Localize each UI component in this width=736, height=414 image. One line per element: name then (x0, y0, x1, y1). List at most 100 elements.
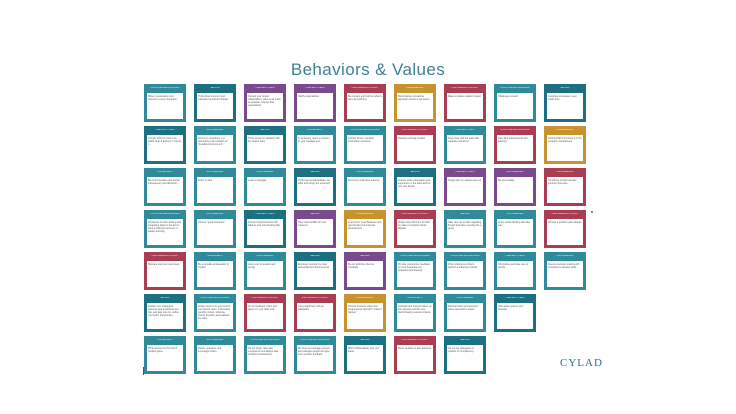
value-card: Curiosity and Resourcefulness Participate… (144, 210, 186, 248)
card-category: Commitment to Value (497, 255, 533, 259)
card-category: Drive Ownership & Continuity (397, 339, 433, 343)
card-text: Clarify expectations (297, 93, 333, 119)
card-text: Grow your innovation and energy (247, 261, 283, 287)
value-card: Commitment to Value Forget give up, alway… (444, 168, 486, 206)
card-category: Curiosity and Resourcefulness (447, 255, 483, 259)
card-category: Curiosity and Resourcefulness (347, 129, 383, 133)
card-text: Choose business value and interpersonal … (347, 303, 383, 329)
value-card: Curiosity and Resourcefulness Do not forg… (244, 336, 286, 374)
card-category: Personal Safety (197, 255, 233, 259)
value-card: Drive Ownership & Continuity Act on feedb… (244, 294, 286, 332)
card-text: At any time, seek Business and opportuni… (347, 219, 383, 245)
card-text: Comply with the rules to be 100% clear &… (147, 135, 183, 161)
card-text: Think about common and collective benefi… (197, 93, 233, 119)
card-category: Drive & Leadership (497, 171, 533, 175)
value-card: Drive Ownership & Continuity Never hesita… (394, 336, 436, 374)
value-card: Team Spirit Work collaboratively and your… (344, 336, 386, 374)
value-card: Drive & Leadership Develop better process… (444, 294, 486, 332)
card-text: Contribute to help increase internal pro… (547, 177, 583, 203)
slide-title: Behaviors & Values (290, 60, 446, 79)
value-card: Commitment to Value Consult your project … (244, 84, 286, 122)
card-category: Personal Safety (147, 171, 183, 175)
card-category: Team Spirit (447, 213, 483, 217)
value-card: Team Spirit Empower yourself, be clear ow… (294, 252, 336, 290)
card-category: Drive & Leadership (347, 171, 383, 175)
card-category: Drive Ownership & Continuity (347, 87, 383, 91)
value-card: Drive & Leadership Be accountable (494, 168, 536, 206)
card-category: Commitment to Value (247, 213, 283, 217)
card-category: Curiosity and Resourcefulness (147, 213, 183, 217)
card-category: Drive & Leadership (197, 129, 233, 133)
card-text: Assume decision-making with conviction t… (547, 261, 583, 287)
card-category: Team Spirit (297, 255, 333, 259)
card-text: Focus for continuous learning (347, 177, 383, 203)
card-category: Team Spirit (347, 339, 383, 343)
card-text: Think and act in solidarity with the pro… (247, 135, 283, 161)
card-text: Actively share information and experienc… (397, 177, 433, 203)
value-card: Drive & Leadership Learn to dare (194, 168, 236, 206)
value-card: Team Spirit Think and act in solidarity w… (244, 126, 286, 164)
card-text: Think beyond deliverables, be adult and … (297, 177, 333, 203)
card-text: Our client interpersonal and learning (497, 135, 533, 161)
value-card: Curiosity and Resourcefulness Show consid… (144, 84, 186, 122)
card-text: Demonstrate a proactive approach and be … (397, 93, 433, 119)
card-category: Drive Ownership & Continuity (397, 213, 433, 217)
card-category: Drive & Leadership (197, 171, 233, 175)
card-text: Make a positive relation impact (447, 93, 483, 119)
card-category: Entrepreneurship (347, 297, 383, 301)
value-card: Team Spirit Celebrate successes, even sma… (544, 84, 586, 122)
card-category: Curiosity and Resourcefulness (497, 87, 533, 91)
card-category: Team Spirit (447, 339, 483, 343)
card-category: Drive & Leadership (197, 213, 233, 217)
card-text: Include responsiveness with balance and … (247, 219, 283, 245)
value-card: Team Spirit Be our definitive client at C… (344, 252, 386, 290)
card-category: Curiosity and Resourcefulness (247, 339, 283, 343)
card-category: Commitment to Value (447, 129, 483, 133)
card-text: Provide constructive feedback to more de… (397, 261, 433, 287)
card-category: Drive Ownership & Continuity (297, 297, 333, 301)
card-category: Curiosity and Resourcefulness (197, 297, 233, 301)
card-category: Personal Safety (147, 339, 183, 343)
value-card: Personal Safety Consider and respect valu… (394, 294, 436, 332)
card-text: Apply critical thinking and take care (497, 219, 533, 245)
value-card: Team Spirit Think about common and collec… (194, 84, 236, 122)
card-text: Think and act on the limit of positive g… (147, 345, 183, 371)
value-card: Drive & Leadership Focus for continuous l… (344, 168, 386, 206)
card-category: Entrepreneurship (547, 129, 583, 133)
value-card: Drive Ownership & Continuity Motivate and… (144, 252, 186, 290)
value-card: Team Spirit Do not put colleagues in posi… (444, 336, 486, 374)
card-text: When sharing a problem, perform a statem… (447, 261, 483, 287)
card-text: Tell positive and take care of people (497, 261, 533, 287)
value-card: Curiosity and Resourcefulness Challenge y… (494, 84, 536, 122)
value-card: Drive & Leadership Grow your innovation a… (244, 252, 286, 290)
card-category: Team Spirit (147, 297, 183, 301)
card-text: Celebrate successes, even small ones (547, 93, 583, 119)
value-card: Commitment to Value Include responsivenes… (244, 210, 286, 248)
value-card: Team Spirit Take care not to dare regardi… (444, 210, 486, 248)
card-text: Count legitimacy with an adaptation (297, 303, 333, 329)
value-card: Team Spirit Actively share information an… (394, 168, 436, 206)
card-category: Drive & Leadership (547, 255, 583, 259)
card-text: Be communicative and shows transparency … (147, 177, 183, 203)
card-text: Develop better processing to share succe… (447, 303, 483, 329)
text-caret-icon (143, 367, 144, 375)
card-category: Commitment to Value (497, 297, 533, 301)
card-text: Take care not to dare regarding though a… (447, 219, 483, 245)
card-text: Instil Cyclad Commitment in the company … (547, 135, 583, 161)
card-category: Drive & Leadership (247, 171, 283, 175)
card-text: Learn to delegate (247, 177, 283, 203)
card-text: Be a versatile ambassador of Cyclad (197, 261, 233, 287)
card-text: Always stay informed, be able to relate … (397, 219, 433, 245)
card-text: Learn to dare (197, 177, 233, 203)
value-card: Curiosity and Resourcefulness Be clear an… (294, 336, 336, 374)
card-text: Coach, empower, and encourage others (197, 345, 233, 371)
value-card: Drive Ownership & Continuity Count legiti… (294, 294, 336, 332)
value-card: Personal Safety Think and act on the limi… (144, 336, 186, 374)
card-text: Consider and respect values on this obje… (397, 303, 433, 329)
value-card: Entrepreneurship Instil Cyclad Commitment… (544, 126, 586, 164)
card-text: Show consideration and respect to every … (147, 93, 183, 119)
card-category: Curiosity and Resourcefulness (397, 255, 433, 259)
value-card: Commitment to Value Keep clear and the te… (444, 126, 486, 164)
card-category: Team Spirit (397, 171, 433, 175)
